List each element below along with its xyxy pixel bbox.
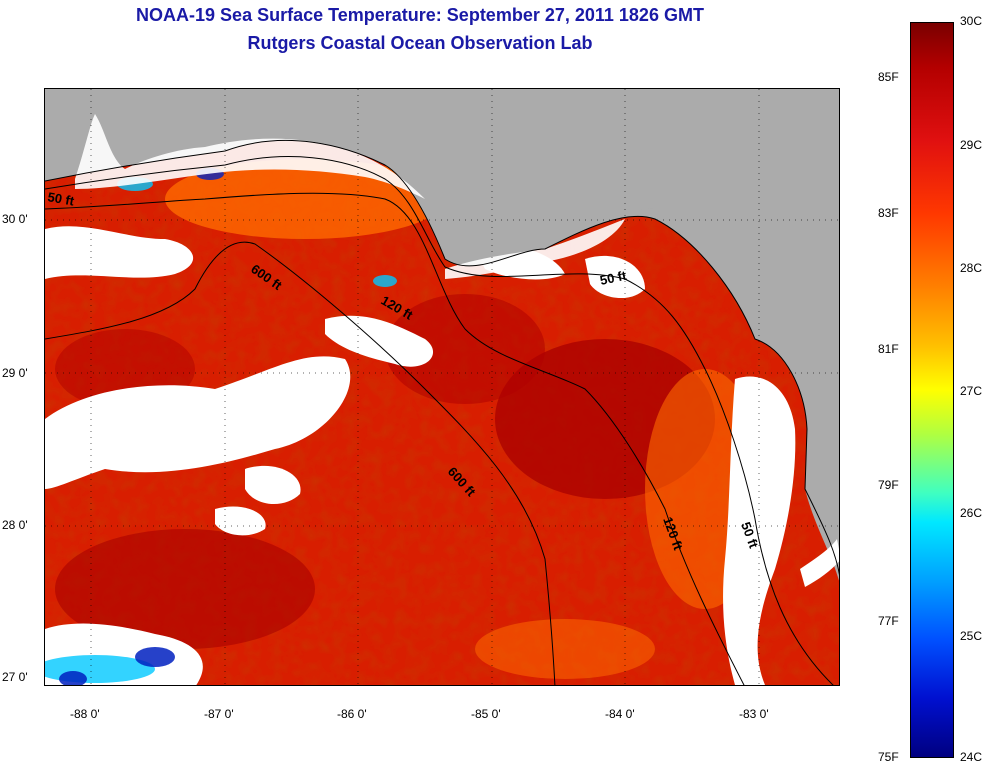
lat-label: 28 0' <box>2 518 28 532</box>
mid-patch <box>475 619 655 679</box>
map-canvas: 50 ft 600 ft 120 ft 50 ft 600 ft 120 ft … <box>45 89 839 685</box>
colorbar-c-label: 25C <box>960 629 983 643</box>
colorbar-f-label: 75F <box>878 750 899 764</box>
cold-patch <box>59 671 87 685</box>
cold-patch <box>373 275 397 287</box>
graticule <box>45 89 839 685</box>
colorbar-f-label: 81F <box>878 342 899 356</box>
map-subtitle: Rutgers Coastal Ocean Observation Lab <box>247 33 593 53</box>
lon-label: -85 0' <box>471 707 501 721</box>
colorbar-c-label: 30C <box>960 14 983 28</box>
colorbar-f-label: 83F <box>878 206 899 220</box>
colorbar-f-label: 85F <box>878 70 899 84</box>
lat-label: 27 0' <box>2 670 28 684</box>
colorbar-c-label: 24C <box>960 750 983 764</box>
hot-patch <box>385 294 545 404</box>
cloud-region <box>215 506 266 536</box>
colorbar-c-label: 26C <box>960 506 983 520</box>
cloud-region <box>723 376 796 685</box>
coast-mask <box>445 219 625 279</box>
colorbar-c-label: 28C <box>960 261 983 275</box>
contour-50ft <box>45 156 834 685</box>
colorbar-f-label: 79F <box>878 478 899 492</box>
lon-label: -83 0' <box>739 707 769 721</box>
lon-label: -86 0' <box>337 707 367 721</box>
contour-label: 50 ft <box>46 189 76 209</box>
contour-label: 50 ft <box>599 268 629 288</box>
hot-patch <box>55 529 315 649</box>
contour-600ft <box>45 241 556 685</box>
coastline <box>45 139 839 576</box>
sst-map: 50 ft 600 ft 120 ft 50 ft 600 ft 120 ft … <box>44 88 840 686</box>
cloud-region <box>245 465 301 505</box>
temperature-colorbar <box>910 22 954 758</box>
cloud-region <box>325 315 434 367</box>
coast-mask <box>800 539 839 587</box>
colorbar-c-label: 29C <box>960 138 983 152</box>
cold-patch <box>135 647 175 667</box>
lat-label: 29 0' <box>2 366 28 380</box>
land-mass <box>45 89 839 581</box>
lat-label: 30 0' <box>2 212 28 226</box>
colorbar-c-label: 27C <box>960 384 983 398</box>
contour-120ft <box>45 192 745 685</box>
map-title: NOAA-19 Sea Surface Temperature: Septemb… <box>136 5 704 25</box>
lon-label: -88 0' <box>70 707 100 721</box>
colorbar-f-label: 77F <box>878 614 899 628</box>
cloud-region <box>45 356 351 489</box>
cloud-region <box>45 226 194 279</box>
lon-label: -87 0' <box>204 707 234 721</box>
lon-label: -84 0' <box>605 707 635 721</box>
coast-mask <box>75 114 425 199</box>
